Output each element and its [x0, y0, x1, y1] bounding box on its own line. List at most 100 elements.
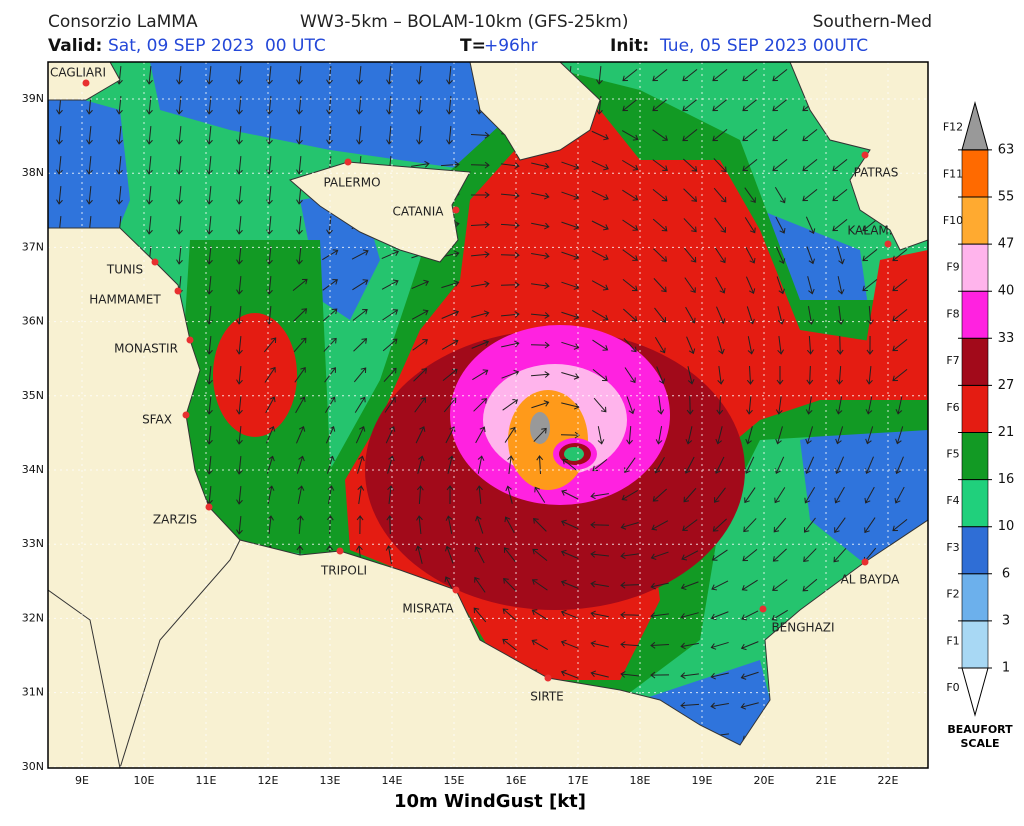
wind-arrow	[236, 455, 243, 475]
wind-arrow	[740, 671, 759, 680]
knot-label: 10	[998, 519, 1015, 534]
wind-arrow	[473, 398, 488, 412]
wind-arrow	[864, 486, 875, 504]
init-label: Init:	[610, 36, 649, 56]
wind-arrow	[710, 641, 729, 650]
wind-arrow	[591, 160, 609, 171]
lon-label: 12E	[258, 774, 279, 787]
beaufort-label: F3	[946, 541, 959, 554]
knot-label: 3	[1002, 613, 1010, 628]
wind-arrow	[531, 162, 550, 170]
italy	[469, 62, 601, 161]
city-label: MONASTIR	[114, 342, 178, 356]
wind-arrow	[620, 581, 640, 589]
wind-arrow	[772, 159, 788, 172]
wind-arrow	[532, 548, 548, 561]
wind-arrow	[530, 341, 550, 349]
wind-arrow	[206, 395, 213, 415]
wind-arrow	[263, 337, 277, 353]
wind-arrow	[803, 548, 817, 563]
wind-arrow	[892, 309, 908, 322]
wind-arrow	[503, 547, 516, 563]
wind-arrow	[590, 670, 609, 678]
legend-swatch	[961, 526, 989, 575]
legend-swatch	[961, 479, 989, 528]
wind-arrow	[561, 311, 580, 320]
wind-arrow	[267, 515, 274, 535]
wind-arrow	[710, 702, 729, 710]
wind-arrow	[446, 485, 454, 505]
legend-swatch	[961, 290, 989, 339]
wind-arrow	[353, 367, 367, 383]
city-label: BENGHAZI	[771, 621, 834, 635]
city-label: KALAM.	[847, 224, 892, 238]
wind-arrow	[685, 426, 693, 445]
wind-arrow	[592, 458, 608, 472]
wind-arrow	[682, 129, 698, 142]
wind-arrow	[651, 520, 669, 531]
wind-arrow	[837, 306, 845, 325]
wind-arrow	[895, 396, 903, 415]
wind-arrow	[683, 218, 697, 233]
wind-arrow	[502, 608, 518, 622]
wind-arrow	[805, 426, 814, 445]
wind-arrow	[562, 458, 578, 471]
wind-arrow	[146, 215, 153, 235]
wind-arrow	[357, 485, 365, 504]
wind-arrow	[236, 515, 243, 535]
eye	[564, 447, 584, 461]
wind-arrow	[714, 247, 726, 264]
axis-title: 10m WindGust [kt]	[394, 791, 586, 812]
wind-arrow	[471, 339, 490, 349]
wind-arrow	[236, 395, 243, 415]
beaufort-label: F9	[946, 261, 959, 274]
wind-arrow	[415, 545, 423, 564]
wind-arrow	[267, 485, 275, 504]
wind-arrow	[712, 99, 728, 112]
wind-arrow	[206, 215, 213, 235]
wind-arrow	[266, 215, 273, 235]
wind-arrow	[561, 161, 580, 170]
wind-arrow	[683, 487, 697, 503]
wind-arrow	[236, 245, 243, 265]
city-label: TUNIS	[106, 263, 143, 277]
lon-label: 20E	[754, 774, 775, 787]
wind-arrow	[717, 366, 725, 385]
wind-arrow	[536, 455, 544, 475]
wind-arrow	[775, 396, 783, 415]
city-dot	[182, 411, 190, 419]
lon-label: 13E	[320, 774, 341, 787]
lon-label: 14E	[382, 774, 403, 787]
wind-arrow	[650, 612, 669, 620]
wind-arrow	[411, 309, 429, 320]
wind-arrow	[715, 426, 723, 445]
wind-arrow	[295, 425, 306, 444]
wind-arrow	[296, 155, 303, 175]
wind-arrow	[206, 425, 213, 445]
beaufort-label: F10	[943, 214, 963, 227]
wind-arrow	[266, 65, 273, 85]
wind-arrow	[710, 672, 729, 680]
wind-arrow	[445, 515, 453, 534]
wind-arrow	[622, 99, 638, 112]
wind-arrow	[714, 487, 726, 503]
wind-arrow	[804, 487, 816, 504]
wind-arrow	[416, 515, 423, 535]
wind-arrow	[591, 190, 609, 201]
wind-arrow	[744, 187, 756, 204]
legend-cap	[961, 101, 989, 151]
wind-arrow	[866, 335, 874, 355]
wind-arrow	[116, 125, 123, 145]
lon-label: 11E	[196, 774, 217, 787]
wind-arrow	[656, 366, 666, 385]
wind-arrow	[530, 371, 550, 378]
city-dot	[151, 258, 159, 266]
wind-arrow	[441, 309, 460, 319]
wind-arrow	[775, 426, 783, 445]
wind-arrow	[836, 246, 845, 265]
city-label: PATRAS	[854, 166, 899, 180]
wind-arrow	[650, 671, 670, 679]
wind-arrow	[802, 129, 818, 142]
wind-arrow	[266, 155, 273, 175]
